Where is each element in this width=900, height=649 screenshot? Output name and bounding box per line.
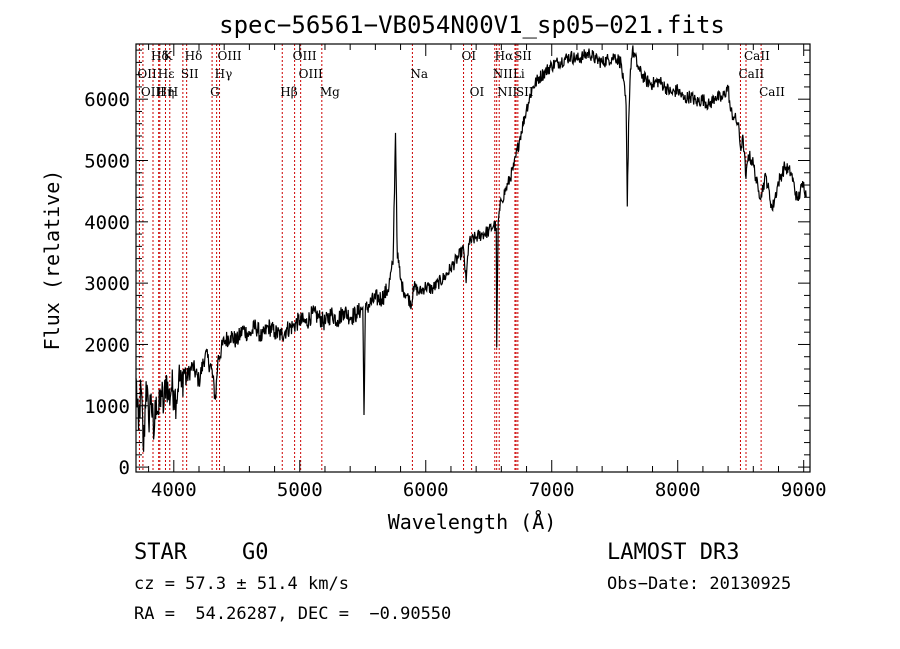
coordinates: RA = 54.26287, DEC = −0.90550 (134, 604, 452, 624)
chart-title: spec−56561−VB054N00V1_sp05−021.fits (219, 11, 725, 39)
spectral-line-label: NII (493, 67, 513, 81)
spectral-line-label: Hα (495, 49, 514, 63)
spectral-line-label: H (168, 85, 178, 99)
spectral-line-label: OI (462, 49, 477, 63)
spectral-line-label: K (163, 49, 173, 63)
spectral-line-label: CaII (738, 67, 764, 81)
y-tick-label: 6000 (84, 89, 130, 111)
x-tick-label: 8000 (655, 479, 701, 501)
spectral-line-label: G (210, 85, 220, 99)
y-tick-label: 1000 (84, 396, 130, 418)
spectral-line-label: Hε (158, 67, 175, 81)
plot-frame (135, 43, 811, 473)
x-tick-label: 5000 (277, 479, 323, 501)
x-tick-label: 7000 (529, 479, 575, 501)
x-axis-label: Wavelength (Å) (388, 510, 557, 534)
spectral-line-label: Hη (157, 85, 175, 99)
spectral-line-label: OIII (299, 67, 323, 81)
spectrum-series-line (135, 45, 807, 452)
spectral-line-label: OI (470, 85, 485, 99)
object-subclass: G0 (242, 540, 269, 565)
spectral-line-label: Hγ (215, 67, 233, 81)
spectral-line-label: SII (514, 49, 532, 63)
spectral-line-markers (138, 44, 762, 472)
spectral-line-label: OIII (293, 49, 317, 63)
spectral-line-label: CaII (744, 49, 770, 63)
spectral-line-label: Hβ (280, 85, 297, 99)
x-tick-label: 9000 (781, 479, 827, 501)
spectral-line-label: OIII (141, 85, 165, 99)
y-axis-label: Flux (relative) (40, 170, 64, 351)
y-tick-label: 4000 (84, 212, 130, 234)
y-tick-label: 2000 (84, 334, 130, 356)
y-tick-label: 3000 (84, 273, 130, 295)
axes (135, 43, 811, 473)
spectral-line-label: SII (181, 67, 199, 81)
x-tick-label: 6000 (403, 479, 449, 501)
survey-name: LAMOST DR3 (607, 540, 740, 565)
y-tick-label: 5000 (84, 151, 130, 173)
spectral-line-label: Mg (320, 85, 340, 99)
spectral-line-label: Hδ (185, 49, 203, 63)
spectral-line-label: NII (497, 85, 517, 99)
observation-date: Obs−Date: 20130925 (607, 574, 792, 594)
spectral-line-label: Hδ (151, 49, 169, 63)
x-tick-label: 4000 (151, 479, 197, 501)
redshift-velocity: cz = 57.3 ± 51.4 km/s (134, 574, 349, 594)
y-axis-ticks: 0 1000 2000 3000 4000 5000 6000 (84, 49, 810, 479)
spectral-line-label: Li (513, 67, 525, 81)
object-class: STAR (134, 540, 187, 565)
y-tick-label: 0 (119, 457, 130, 479)
spectral-line-label: CaII (759, 85, 785, 99)
spectral-line-label: OIII (218, 49, 242, 63)
spectral-line-label: Na (410, 67, 428, 81)
spectral-line-label: OII (137, 67, 157, 81)
x-axis-ticks: 4000 5000 6000 7000 8000 9000 (148, 44, 827, 501)
